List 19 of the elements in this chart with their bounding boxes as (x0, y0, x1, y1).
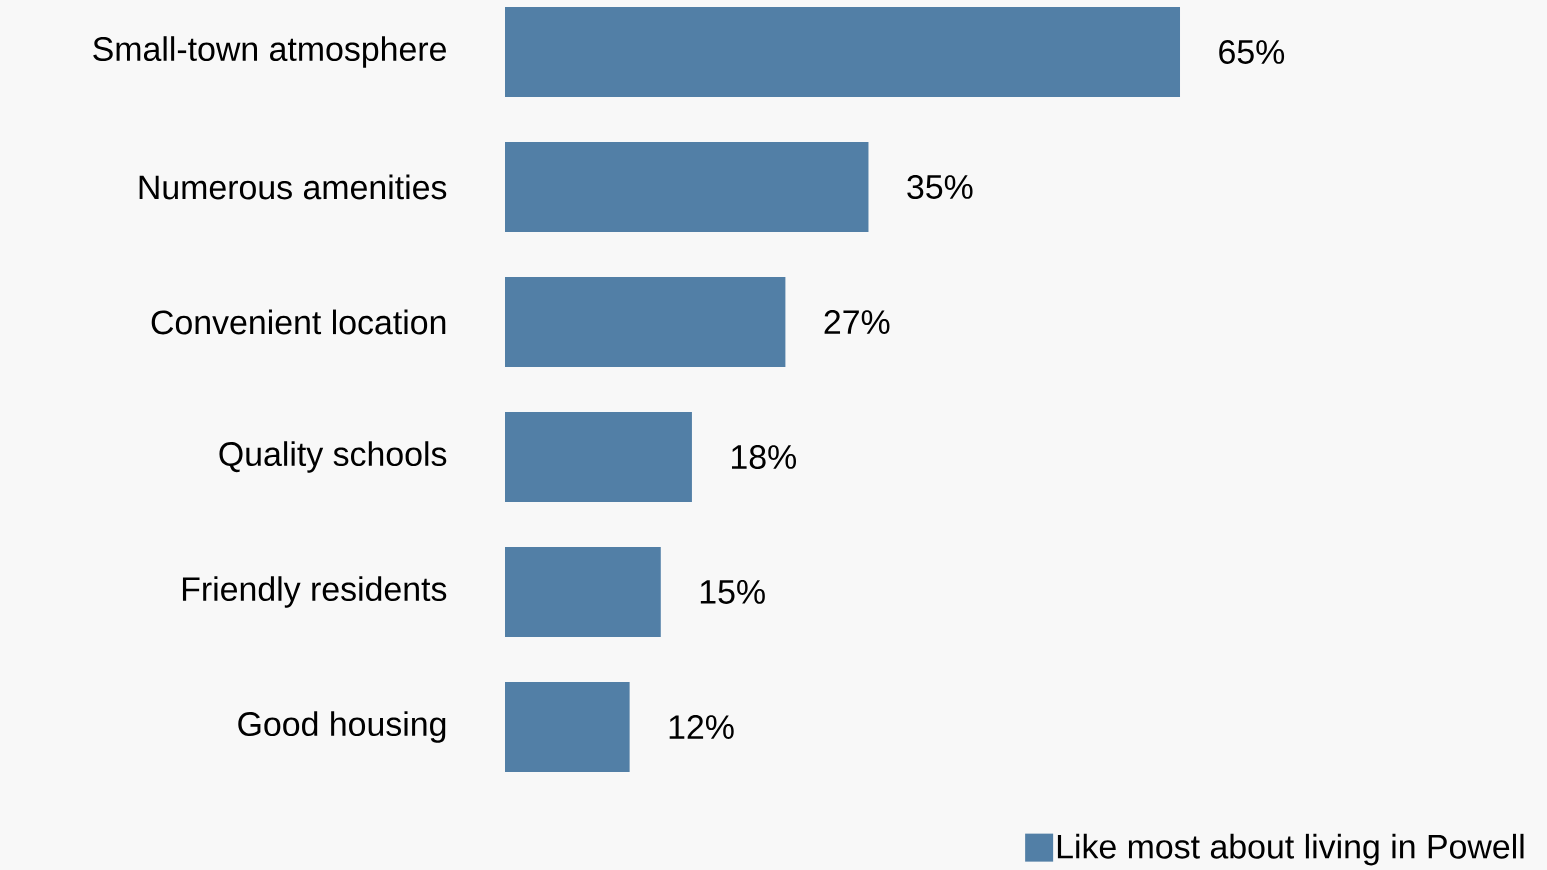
data-label: 15% (700, 580, 765, 604)
bar (505, 547, 661, 638)
data-label: 35% (907, 175, 973, 199)
bar (505, 6, 1181, 97)
bar (505, 141, 869, 232)
bar (505, 682, 630, 773)
y-tick-label: Convenient location (151, 309, 446, 335)
y-tick-label: Quality schools (219, 441, 447, 473)
bar (505, 412, 692, 502)
y-tick-label: Numerous amenities (139, 174, 447, 200)
y-tick-label: Friendly residents (182, 576, 447, 608)
data-label: 18% (732, 445, 796, 469)
data-label: 12% (669, 715, 734, 739)
legend-label: Like most about living in Powell (1057, 833, 1524, 866)
data-label: 65% (1219, 39, 1285, 64)
bar (505, 277, 786, 367)
y-tick-label: Good housing (238, 711, 446, 743)
data-label: 27% (824, 310, 890, 334)
y-tick-label: Small-town atmosphere (93, 36, 446, 68)
